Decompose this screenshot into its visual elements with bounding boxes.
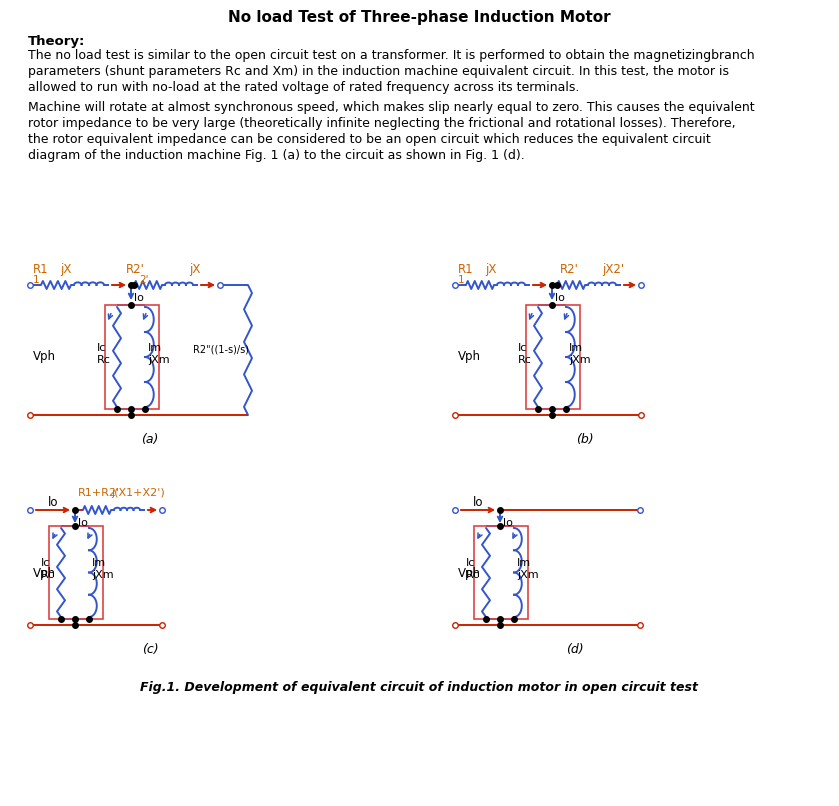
Text: Im: Im <box>569 343 583 353</box>
Text: Im: Im <box>148 343 162 353</box>
Text: R1: R1 <box>33 263 49 276</box>
Text: diagram of the induction machine Fig. 1 (a) to the circuit as shown in Fig. 1 (d: diagram of the induction machine Fig. 1 … <box>28 149 524 162</box>
Text: 1: 1 <box>33 275 39 285</box>
Text: Vph: Vph <box>458 350 481 363</box>
Text: R2': R2' <box>126 263 145 276</box>
Text: Fig.1. Development of equivalent circuit of induction motor in open circuit test: Fig.1. Development of equivalent circuit… <box>140 681 698 694</box>
Text: (d): (d) <box>566 643 584 656</box>
Text: lo: lo <box>78 518 88 528</box>
Text: Vph: Vph <box>458 567 481 580</box>
Text: R1: R1 <box>458 263 474 276</box>
Text: jXm: jXm <box>148 355 169 365</box>
Text: allowed to run with no-load at the rated voltage of rated frequency across its t: allowed to run with no-load at the rated… <box>28 81 580 94</box>
Text: (b): (b) <box>576 433 594 446</box>
Text: lo: lo <box>48 496 59 509</box>
Text: Vph: Vph <box>33 350 56 363</box>
Text: 2': 2' <box>139 275 149 285</box>
Text: Rc: Rc <box>466 571 480 580</box>
Text: parameters (shunt parameters Rc and Xm) in the induction machine equivalent circ: parameters (shunt parameters Rc and Xm) … <box>28 65 729 78</box>
Bar <box>49 526 103 619</box>
Text: jXm: jXm <box>517 571 539 580</box>
Text: R1+R2': R1+R2' <box>78 488 120 498</box>
Text: lo: lo <box>473 496 483 509</box>
Text: jX: jX <box>60 263 71 276</box>
Text: Im: Im <box>517 559 531 568</box>
Text: Ic: Ic <box>41 559 50 568</box>
Text: (c): (c) <box>142 643 159 656</box>
Text: jX: jX <box>485 263 497 276</box>
Text: Vph: Vph <box>33 567 56 580</box>
Text: jXm: jXm <box>569 355 591 365</box>
Text: Rc: Rc <box>518 355 532 365</box>
Text: jXm: jXm <box>92 571 113 580</box>
Text: Im: Im <box>92 559 106 568</box>
Text: the rotor equivalent impedance can be considered to be an open circuit which red: the rotor equivalent impedance can be co… <box>28 133 711 146</box>
Text: Ic: Ic <box>466 559 476 568</box>
Text: lo: lo <box>134 293 143 303</box>
Text: Machine will rotate at almost synchronous speed, which makes slip nearly equal t: Machine will rotate at almost synchronou… <box>28 101 754 114</box>
Text: lo: lo <box>555 293 565 303</box>
Text: The no load test is similar to the open circuit test on a transformer. It is per: The no load test is similar to the open … <box>28 49 754 62</box>
Text: R2': R2' <box>560 263 579 276</box>
Text: j(X1+X2'): j(X1+X2') <box>111 488 164 498</box>
Text: R2"((1-s)/s): R2"((1-s)/s) <box>193 344 249 354</box>
Bar <box>105 305 159 409</box>
Text: lo: lo <box>503 518 513 528</box>
Bar <box>474 526 528 619</box>
Text: rotor impedance to be very large (theoretically infinite neglecting the friction: rotor impedance to be very large (theore… <box>28 117 736 130</box>
Text: Rc: Rc <box>97 355 111 365</box>
Text: Ic: Ic <box>518 343 528 353</box>
Bar <box>526 305 580 409</box>
Text: Theory:: Theory: <box>28 35 86 48</box>
Text: jX: jX <box>189 263 201 276</box>
Text: Ic: Ic <box>97 343 107 353</box>
Text: (a): (a) <box>141 433 159 446</box>
Text: Rc: Rc <box>41 571 55 580</box>
Text: No load Test of Three-phase Induction Motor: No load Test of Three-phase Induction Mo… <box>227 10 610 25</box>
Text: 1: 1 <box>458 275 465 285</box>
Text: jX2': jX2' <box>602 263 624 276</box>
